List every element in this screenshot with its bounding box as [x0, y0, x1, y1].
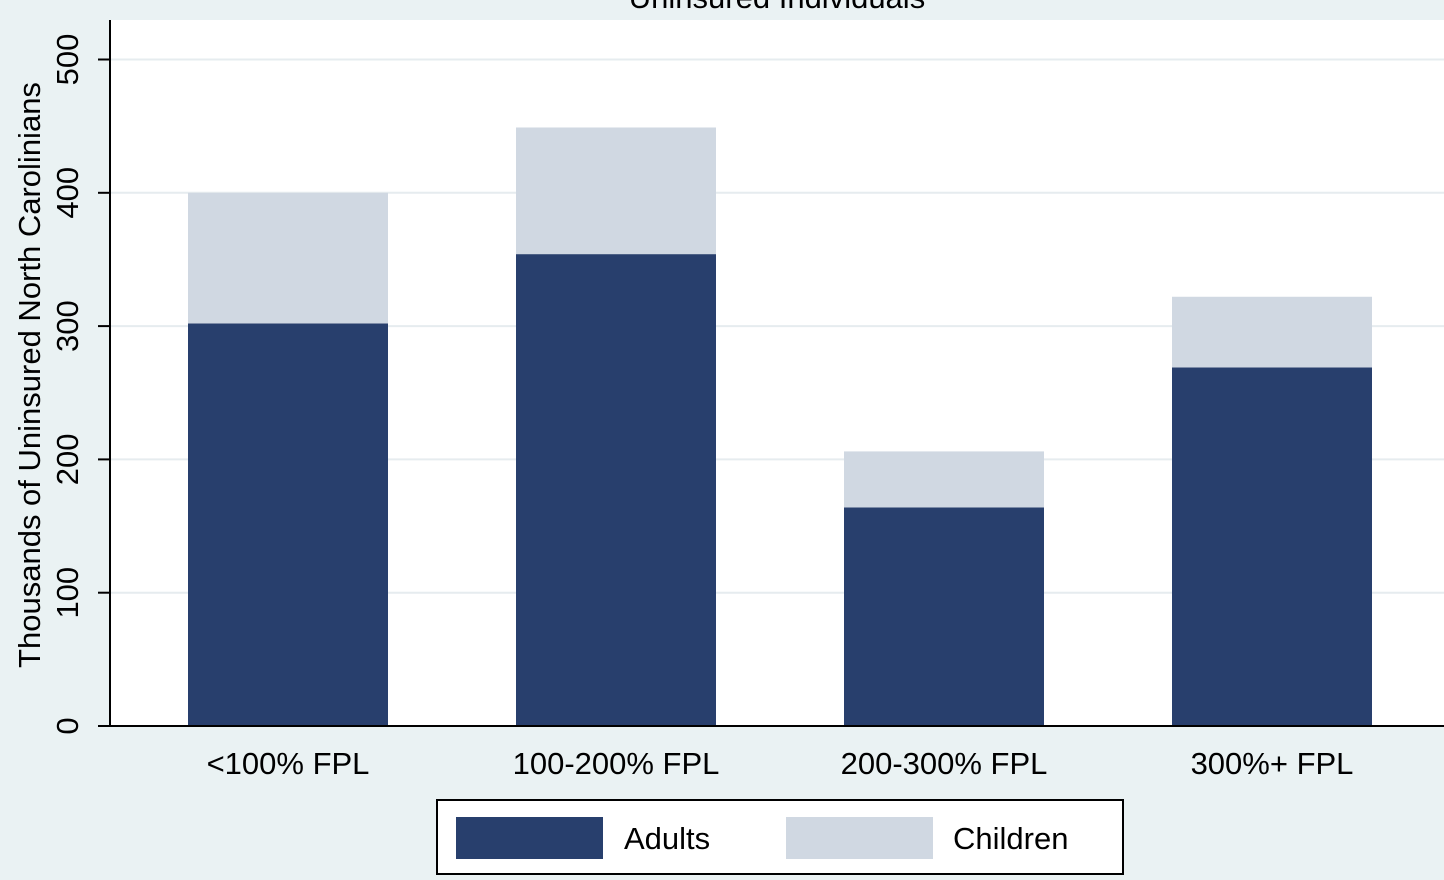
legend-swatch-children [786, 817, 933, 859]
legend-swatch-adults [456, 817, 603, 859]
y-tick-labels: 0 100 200 300 400 500 [50, 34, 85, 735]
legend-label-adults: Adults [624, 821, 710, 856]
bar-adults [1172, 367, 1372, 726]
legend-label-children: Children [953, 821, 1068, 856]
bar-children [188, 192, 388, 324]
bars [188, 127, 1372, 727]
x-tick-label: 300%+ FPL [1191, 746, 1354, 781]
y-tick-label: 100 [50, 567, 85, 619]
bar-children [1172, 296, 1372, 368]
y-tick-label: 200 [50, 434, 85, 486]
bar-adults [516, 254, 716, 727]
x-tick-label: 100-200% FPL [513, 746, 720, 781]
x-tick-label: <100% FPL [207, 746, 370, 781]
bar-children [516, 127, 716, 255]
axes [98, 20, 1444, 727]
legend: Adults Children [436, 799, 1124, 875]
y-tick-label: 400 [50, 167, 85, 219]
bar-children [844, 451, 1044, 508]
bar-adults [844, 507, 1044, 726]
chart-title: Uninsured Individuals [629, 0, 925, 15]
y-tick-label: 500 [50, 34, 85, 86]
bar-adults [188, 323, 388, 726]
y-tick-label: 0 [50, 717, 85, 734]
y-axis-label: Thousands of Uninsured North Carolinians [12, 82, 47, 668]
x-tick-label: 200-300% FPL [841, 746, 1048, 781]
x-tick-labels: <100% FPL 100-200% FPL 200-300% FPL 300%+ F… [207, 746, 1354, 781]
y-tick-label: 300 [50, 300, 85, 352]
